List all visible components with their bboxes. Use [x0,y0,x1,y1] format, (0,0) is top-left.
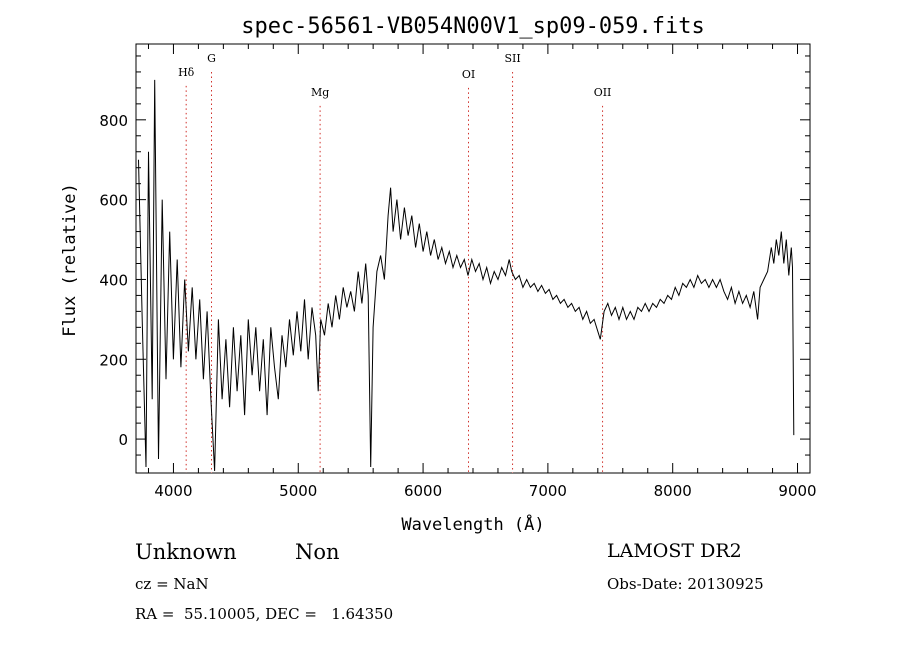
y-tick-label: 400 [99,271,128,289]
spectral-line-label: SII [504,52,520,65]
x-tick-label: 8000 [654,482,692,500]
y-tick-labels: 0 200 400 600 800 [99,112,128,449]
axis-ticks [136,44,810,473]
x-tick-label: 9000 [778,482,816,500]
y-tick-label: 800 [99,112,128,130]
object-class: Unknown [135,540,237,564]
observation-date: Obs-Date: 20130925 [607,575,764,593]
spectral-line-label: OII [594,86,612,99]
spectral-line-label: Hδ [178,66,195,79]
survey-name: LAMOST DR2 [607,540,742,562]
object-subclass: Non [295,540,340,564]
y-axis-label: Flux (relative) [60,183,80,337]
chart-title: spec-56561-VB054N00V1_sp09-059.fits [241,14,705,39]
sky-coordinates: RA = 55.10005, DEC = 1.64350 [135,605,394,623]
spectral-line-markers: Hδ G Mg OI SII OII [178,52,611,473]
y-tick-label: 200 [99,351,128,369]
x-tick-label: 6000 [404,482,442,500]
spectral-line-label: Mg [311,86,329,99]
x-tick-labels: 4000 5000 6000 7000 8000 9000 [154,482,816,500]
spectral-line-label: G [207,52,216,65]
spectrum-series-line [138,79,795,472]
x-tick-label: 5000 [279,482,317,500]
x-tick-label: 4000 [154,482,192,500]
x-axis-label: Wavelength (Å) [401,513,544,535]
x-tick-label: 7000 [529,482,567,500]
y-tick-label: 600 [99,192,128,210]
plot-frame [135,43,811,474]
y-tick-label: 0 [118,431,128,449]
redshift-cz: cz = NaN [135,575,209,593]
spectral-line-label: OI [462,68,475,81]
